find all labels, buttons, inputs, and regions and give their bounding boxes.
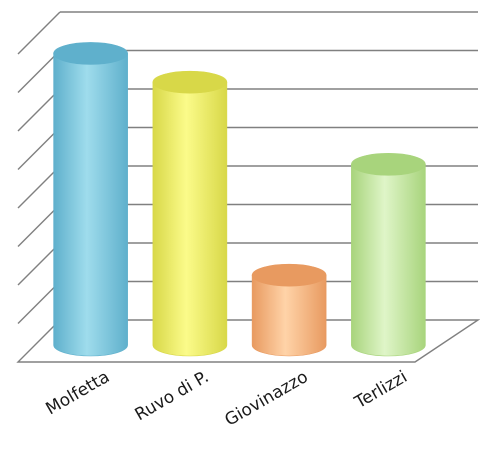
bar-top	[351, 153, 426, 176]
floor-outline	[16, 319, 480, 363]
bars	[53, 42, 426, 357]
bar-molfetta	[53, 42, 128, 357]
bar-top	[251, 263, 327, 287]
bar-body	[53, 53, 128, 357]
bar-body	[351, 164, 426, 357]
gridline-wall	[17, 165, 61, 209]
category-label: Molfetta	[43, 367, 114, 419]
chart-floor	[16, 319, 480, 363]
category-labels: Molfetta Ruvo di P. Giovinazzo Terlizzi	[43, 367, 411, 431]
gridline-wall	[17, 242, 61, 286]
bar-top	[152, 70, 228, 94]
gridline-wall	[17, 11, 61, 55]
bar-giovinazzo	[251, 263, 327, 357]
gridline-wall	[17, 204, 61, 247]
gridline-wall	[17, 281, 61, 324]
category-label: Ruvo di P.	[132, 367, 213, 425]
bar-top	[53, 42, 128, 65]
gridline-wall	[17, 127, 61, 170]
bar-ruvo-di-p	[152, 70, 228, 357]
bar-terlizzi	[351, 153, 426, 357]
gridline-wall	[17, 50, 61, 93]
gridline-wall	[17, 88, 61, 132]
category-label: Terlizzi	[351, 367, 411, 413]
bar-body	[251, 274, 327, 357]
bar-body	[152, 81, 228, 357]
grid-lines	[17, 11, 478, 324]
category-label: Giovinazzo	[221, 367, 311, 431]
